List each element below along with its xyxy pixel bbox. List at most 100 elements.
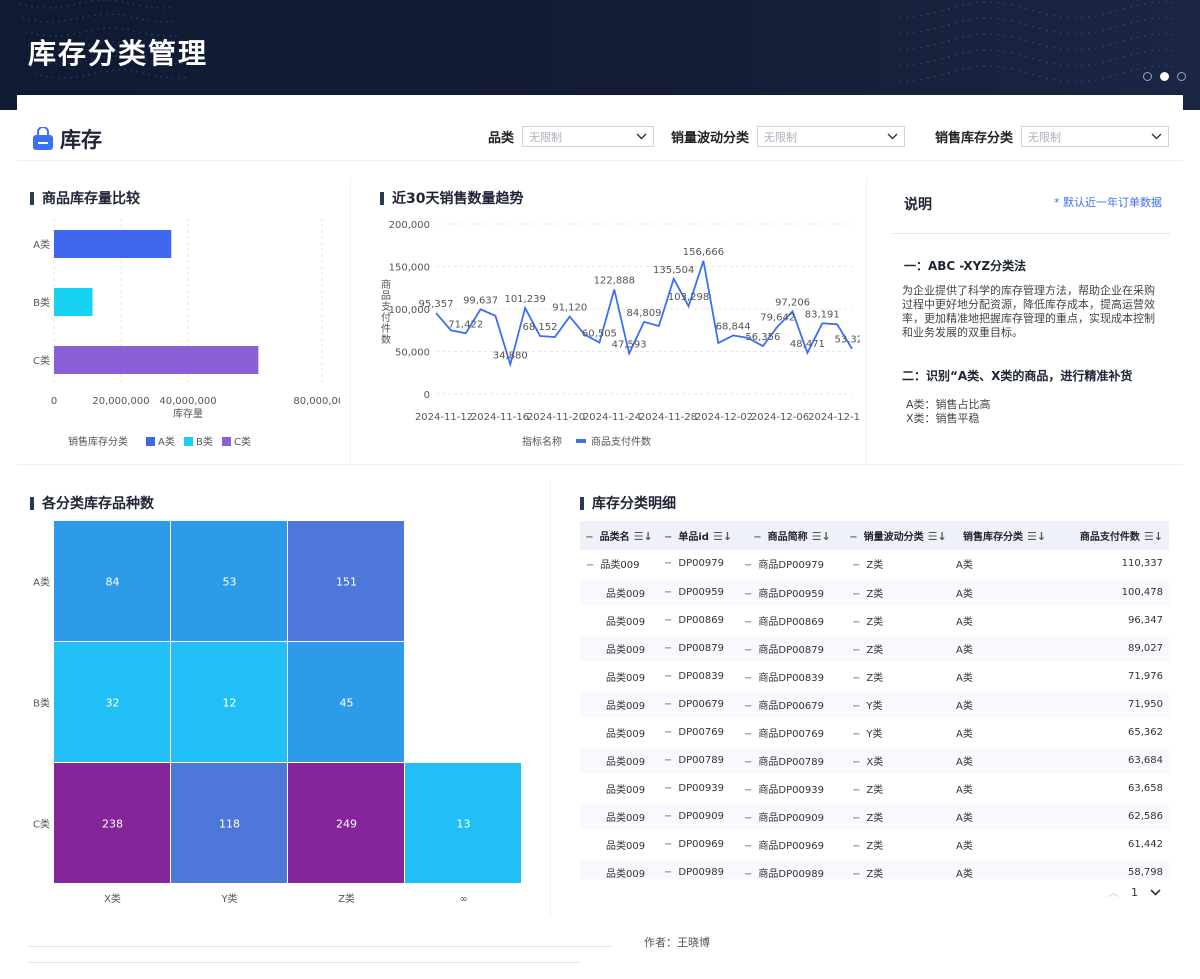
collapse-icon[interactable]: − [664, 782, 673, 794]
collapse-icon[interactable]: − [852, 784, 861, 796]
divider [550, 480, 551, 915]
collapse-icon[interactable]: − [744, 560, 753, 572]
page-title: 库存分类管理 [28, 37, 209, 70]
banner-dot [1165, 49, 1167, 51]
collapse-icon[interactable]: − [849, 532, 858, 543]
column-header[interactable]: − 商品简称 ☰↓ [738, 521, 846, 550]
collapse-icon[interactable]: − [744, 672, 753, 684]
sort-icon[interactable]: ☰↓ [1026, 530, 1047, 543]
banner-dot [1025, 7, 1027, 10]
table-cell: A类 [950, 550, 1059, 579]
collapse-icon[interactable]: − [586, 560, 595, 572]
stock-class-select[interactable]: 无限制 [1021, 126, 1170, 147]
header-label: 销量波动分类 [863, 532, 924, 543]
collapse-icon[interactable]: − [852, 700, 861, 712]
collapse-icon[interactable]: − [852, 672, 861, 684]
collapse-icon[interactable]: − [664, 698, 673, 710]
banner-dot [91, 58, 93, 61]
collapse-icon[interactable]: − [852, 868, 861, 880]
collapse-icon[interactable]: − [744, 868, 753, 880]
banner-dot [43, 61, 45, 64]
table-row[interactable]: 品类009− DP00879− 商品DP00879− Z类 A类 89,027 [580, 634, 1169, 663]
table-cell: 61,442 [1059, 830, 1169, 859]
data-label: 156,666 [683, 247, 724, 258]
table-cell: 品类009 [580, 830, 658, 859]
table-cell: − DP00679 [658, 690, 738, 719]
volatility-select[interactable]: 无限制 [757, 126, 906, 147]
carousel-dot[interactable] [1177, 72, 1186, 81]
collapse-icon[interactable]: − [744, 616, 753, 628]
column-header[interactable]: − 品类名 ☰↓ [580, 521, 658, 550]
banner-dot [121, 0, 123, 3]
collapse-icon[interactable]: − [664, 838, 673, 850]
table-row[interactable]: − 品类009− DP00979− 商品DP00979− Z类 A类 110,337 [580, 550, 1169, 579]
collapse-icon[interactable]: − [585, 532, 594, 543]
collapse-icon[interactable]: − [744, 812, 753, 824]
sort-icon[interactable]: ☰↓ [811, 530, 831, 543]
collapse-icon[interactable]: − [852, 728, 861, 740]
collapse-icon[interactable]: − [664, 586, 673, 598]
collapse-icon[interactable]: − [852, 840, 861, 852]
banner-dot [163, 7, 165, 9]
collapse-icon[interactable]: − [744, 756, 753, 768]
cell-value: 45 [340, 697, 354, 710]
collapse-icon[interactable]: − [664, 866, 673, 878]
bar [54, 288, 93, 316]
collapse-icon[interactable]: − [663, 532, 673, 543]
sort-icon[interactable]: ☰↓ [633, 530, 653, 543]
category-select[interactable]: 无限制 [522, 126, 655, 147]
table-row[interactable]: 品类009− DP00869− 商品DP00869− Z类 A类 96,347 [580, 606, 1169, 635]
banner-dot [1123, 24, 1125, 26]
collapse-icon[interactable]: − [852, 644, 861, 656]
carousel-dot[interactable] [1143, 72, 1152, 81]
collapse-icon[interactable]: − [744, 840, 753, 852]
collapse-icon[interactable]: − [664, 670, 673, 682]
collapse-icon[interactable]: − [744, 588, 753, 600]
sort-icon[interactable]: ☰↓ [712, 530, 733, 543]
cell-text: Z类 [866, 672, 884, 684]
collapse-icon[interactable]: − [852, 812, 861, 824]
column-header[interactable]: − 单品id ☰↓ [658, 521, 738, 550]
collapse-icon[interactable]: − [753, 532, 762, 543]
table-row[interactable]: 品类009− DP00959− 商品DP00959− Z类 A类 100,478 [580, 578, 1169, 607]
collapse-icon[interactable]: − [744, 700, 753, 712]
table-row[interactable]: 品类009− DP00769− 商品DP00769− Y类 A类 65,362 [580, 718, 1169, 747]
table-row[interactable]: 品类009− DP00909− 商品DP00909− Z类 A类 62,586 [580, 802, 1169, 831]
column-header[interactable]: − 销量波动分类 ☰↓ [846, 521, 950, 550]
sort-icon[interactable]: ☰↓ [927, 530, 947, 543]
filter-label: 销售库存分类 [935, 131, 1014, 146]
collapse-icon[interactable]: − [744, 728, 753, 740]
banner-dot [1060, 32, 1062, 34]
collapse-icon[interactable]: − [664, 726, 673, 738]
collapse-icon[interactable]: − [744, 644, 753, 656]
collapse-icon[interactable]: − [664, 614, 673, 626]
chevron-down-icon[interactable] [1150, 888, 1161, 896]
banner-dot [1172, 17, 1174, 20]
collapse-icon[interactable]: − [664, 642, 673, 654]
line-chart-title: 近30天销售数量趋势 [380, 188, 523, 208]
table-row[interactable]: 品类009− DP00989− 商品DP00989− Z类 A类 58,798 [580, 858, 1169, 879]
collapse-icon[interactable]: − [852, 616, 861, 628]
table-row[interactable]: 品类009− DP00679− 商品DP00679− Y类 A类 71,950 [580, 690, 1169, 719]
table-row[interactable]: 品类009− DP00789− 商品DP00789− X类 A类 63,684 [580, 746, 1169, 775]
column-header[interactable]: 商品支付件数 ☰↓ [1059, 521, 1169, 550]
collapse-icon[interactable]: − [852, 756, 861, 768]
section-title-text: 库存分类明细 [592, 496, 676, 512]
banner-dot [1095, 79, 1097, 81]
collapse-icon[interactable]: − [664, 558, 673, 570]
table-row[interactable]: 品类009− DP00969− 商品DP00969− Z类 A类 61,442 [580, 830, 1169, 859]
sort-icon[interactable]: ☰↓ [1143, 530, 1163, 543]
chevron-up-icon[interactable]: ︿ [1108, 886, 1119, 899]
col-label: Y类 [220, 892, 237, 905]
cell-text: Y类 [866, 728, 883, 740]
banner-dot [160, 48, 162, 51]
collapse-icon[interactable]: − [852, 560, 861, 572]
collapse-icon[interactable]: − [744, 784, 753, 796]
carousel-dot-active[interactable] [1160, 72, 1169, 81]
table-row[interactable]: 品类009− DP00839− 商品DP00839− Z类 A类 71,976 [580, 662, 1169, 691]
column-header[interactable]: 销售库存分类 ☰↓ [950, 521, 1059, 550]
table-row[interactable]: 品类009− DP00939− 商品DP00939− Z类 A类 63,658 [580, 774, 1169, 803]
collapse-icon[interactable]: − [852, 588, 861, 600]
collapse-icon[interactable]: − [664, 810, 673, 822]
collapse-icon[interactable]: − [664, 754, 673, 766]
